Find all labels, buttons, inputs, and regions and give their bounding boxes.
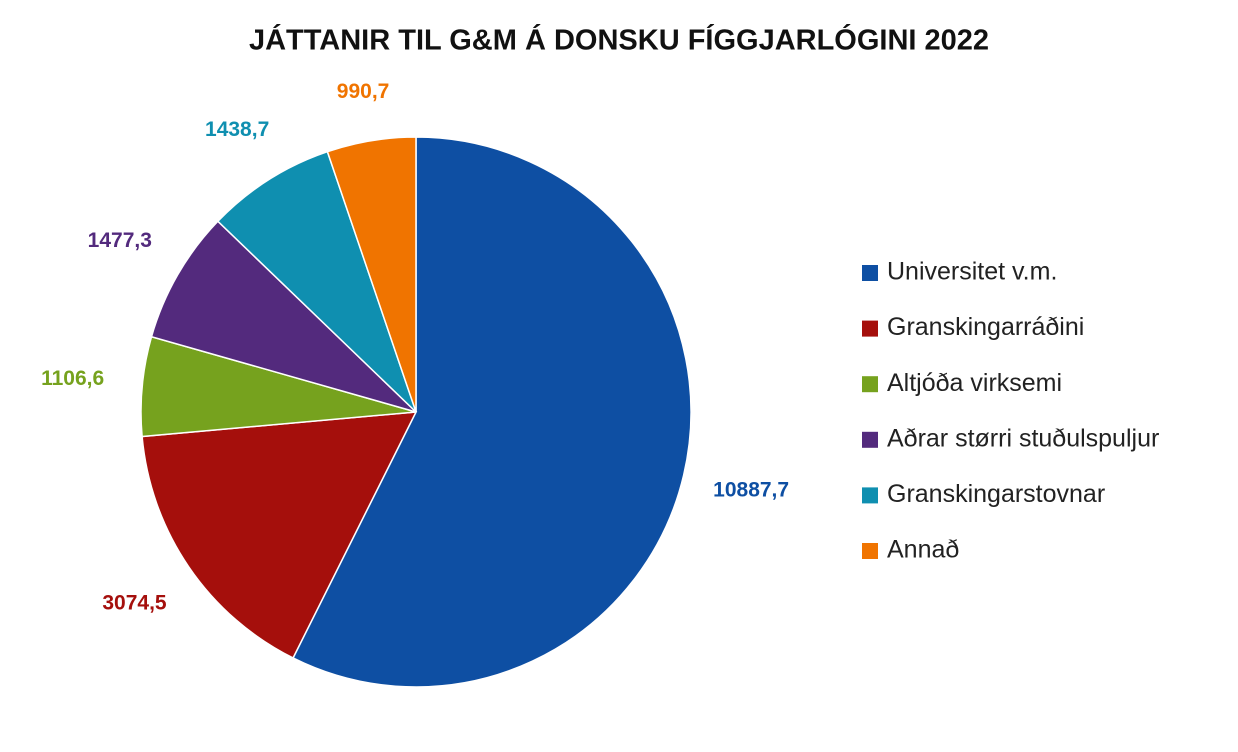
legend-label: Aðrar størri stuðulspuljur <box>887 424 1159 452</box>
legend-label: Universitet v.m. <box>887 258 1057 286</box>
legend-swatch <box>862 320 878 337</box>
value-label: 1477,3 <box>88 229 152 252</box>
legend-label: Annað <box>887 536 959 564</box>
legend-label: Granskingarstovnar <box>887 480 1105 508</box>
pie-slice <box>216 150 417 413</box>
value-label: 1106,6 <box>41 367 104 390</box>
legend-label: Granskingarráðini <box>887 313 1084 341</box>
pie-slice <box>150 220 417 413</box>
chart-title: JÁTTANIR TIL G&M Á DONSKU FÍGGJARLÓGINI … <box>249 23 989 57</box>
value-label: 3074,5 <box>102 591 167 614</box>
value-label: 10887,7 <box>713 479 789 502</box>
legend-swatch <box>862 376 878 393</box>
legend-swatch <box>862 431 878 448</box>
value-label: 1438,7 <box>205 118 269 141</box>
pie-slice <box>292 136 692 688</box>
legend-swatch <box>862 487 878 504</box>
legend-swatch <box>862 543 878 559</box>
pie-slice <box>141 411 418 659</box>
legend-swatch <box>862 265 878 281</box>
pie-slice <box>326 136 417 413</box>
legend-label: Altjóða virksemi <box>887 369 1062 397</box>
value-label: 990,7 <box>337 80 390 103</box>
